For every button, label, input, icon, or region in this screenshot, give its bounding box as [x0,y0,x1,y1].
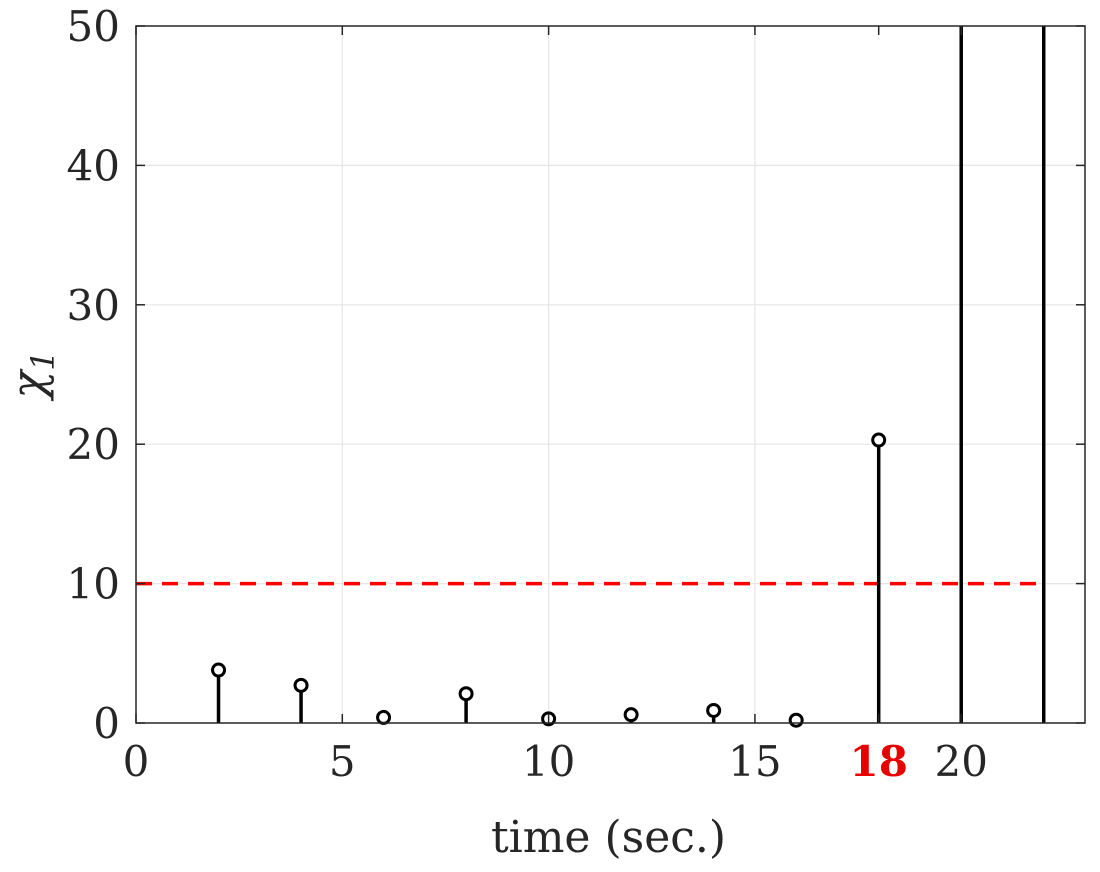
stem-marker [293,677,309,693]
y-axis-title: χ1 [1,350,62,401]
x-tick-label: 5 [329,737,356,786]
y-tick-label: 50 [67,2,120,51]
x-axis-title: time (sec.) [491,812,726,863]
y-axis-subscript: 1 [24,350,62,370]
y-tick-label: 40 [67,141,120,190]
svg-text:χ1: χ1 [1,350,62,401]
stem-marker [871,432,887,448]
stem-marker [376,709,392,725]
grid-lines [136,26,1085,723]
stem-marker [623,707,639,723]
axis-ticks [135,25,1085,724]
y-tick-labels: 0 10 20 30 40 50 [67,2,120,748]
plot-area-frame [135,25,1086,724]
y-axis-symbol: χ [1,368,55,402]
y-tick-label: 30 [67,281,120,330]
x-tick-label: 10 [522,737,575,786]
x-tick-label: 0 [123,737,150,786]
x-tick-label: 20 [934,737,987,786]
y-tick-label: 10 [67,560,120,609]
x-tick-label: 15 [728,737,781,786]
stem-marker [788,712,804,728]
stem-marker [211,662,227,678]
y-tick-label: 0 [93,699,120,748]
x-tick-label: 18 [849,737,907,786]
y-tick-label: 20 [67,420,120,469]
stem-series [211,26,1046,728]
stem-marker [458,686,474,702]
stem-marker [706,702,722,718]
x-tick-labels: 0 5 10 15 18 20 [123,737,988,786]
